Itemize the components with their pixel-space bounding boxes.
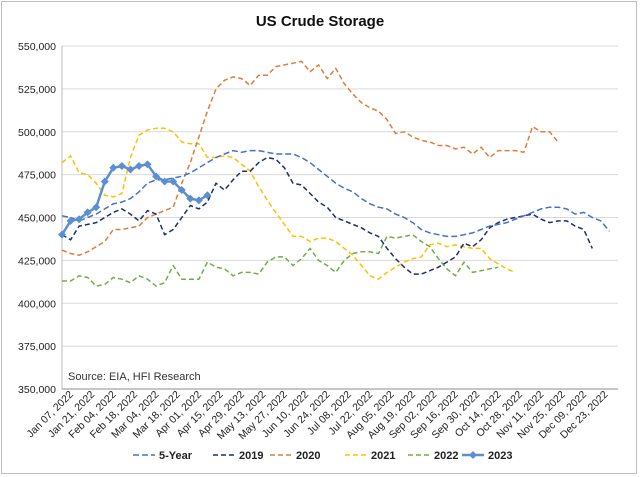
- series-line: [61, 149, 610, 238]
- legend-item: 2021: [345, 450, 395, 462]
- y-tick-label: 500,000: [18, 127, 56, 139]
- legend-item: 5-Year: [133, 450, 193, 462]
- series-layer: [58, 60, 610, 287]
- chart-title: US Crude Storage: [256, 13, 384, 30]
- legend-label: 2021: [371, 450, 395, 462]
- data-point: [58, 230, 66, 239]
- legend-label: 2019: [239, 450, 263, 462]
- data-point: [203, 191, 212, 200]
- data-point: [169, 177, 178, 186]
- y-tick-label: 525,000: [18, 84, 56, 96]
- grid-lines: [62, 45, 618, 390]
- data-point: [160, 177, 169, 186]
- y-tick-label: 550,000: [18, 41, 56, 53]
- legend-item: 2023: [462, 450, 512, 462]
- series-line: [61, 60, 559, 256]
- data-point: [66, 216, 75, 225]
- series-2023: [58, 160, 212, 239]
- y-axis-tick-labels: 350,000 375,000 400,000 425,000 450,000 475,0…: [18, 41, 56, 396]
- data-point: [152, 172, 161, 181]
- series-2021: [61, 127, 516, 280]
- legend-label: 2023: [488, 450, 512, 462]
- legend-label: 5-Year: [159, 450, 193, 462]
- data-point: [134, 162, 143, 171]
- data-point: [194, 196, 203, 205]
- series-2022: [62, 233, 499, 287]
- data-point: [109, 163, 118, 172]
- data-point: [100, 177, 109, 186]
- y-tick-label: 400,000: [18, 298, 56, 310]
- series-5-year: [61, 149, 610, 238]
- data-point: [83, 208, 92, 217]
- legend-marker: [469, 451, 477, 459]
- legend: 5-Year 2019 2020 2021 2022 2023: [133, 450, 512, 462]
- data-point: [186, 194, 195, 203]
- series-line: [61, 156, 593, 275]
- series-line: [61, 127, 516, 280]
- y-tick-label: 375,000: [18, 341, 56, 353]
- legend-item: 2022: [408, 450, 458, 462]
- y-tick-label: 475,000: [18, 170, 56, 182]
- data-point: [126, 165, 135, 174]
- y-tick-label: 450,000: [18, 213, 56, 225]
- series-2020: [61, 60, 559, 256]
- data-point: [117, 162, 126, 171]
- data-point: [177, 186, 186, 195]
- data-point: [92, 203, 101, 212]
- series-2019: [61, 156, 593, 275]
- data-point: [143, 160, 152, 169]
- data-point: [75, 215, 84, 224]
- series-line: [62, 233, 499, 287]
- y-tick-label: 350,000: [18, 384, 56, 396]
- axes: [61, 46, 618, 390]
- legend-label: 2020: [296, 450, 320, 462]
- legend-item: 2019: [213, 450, 263, 462]
- legend-label: 2022: [434, 450, 458, 462]
- legend-item: 2020: [270, 450, 320, 462]
- source-annotation: Source: EIA, HFI Research: [68, 371, 201, 383]
- y-tick-label: 425,000: [18, 255, 56, 267]
